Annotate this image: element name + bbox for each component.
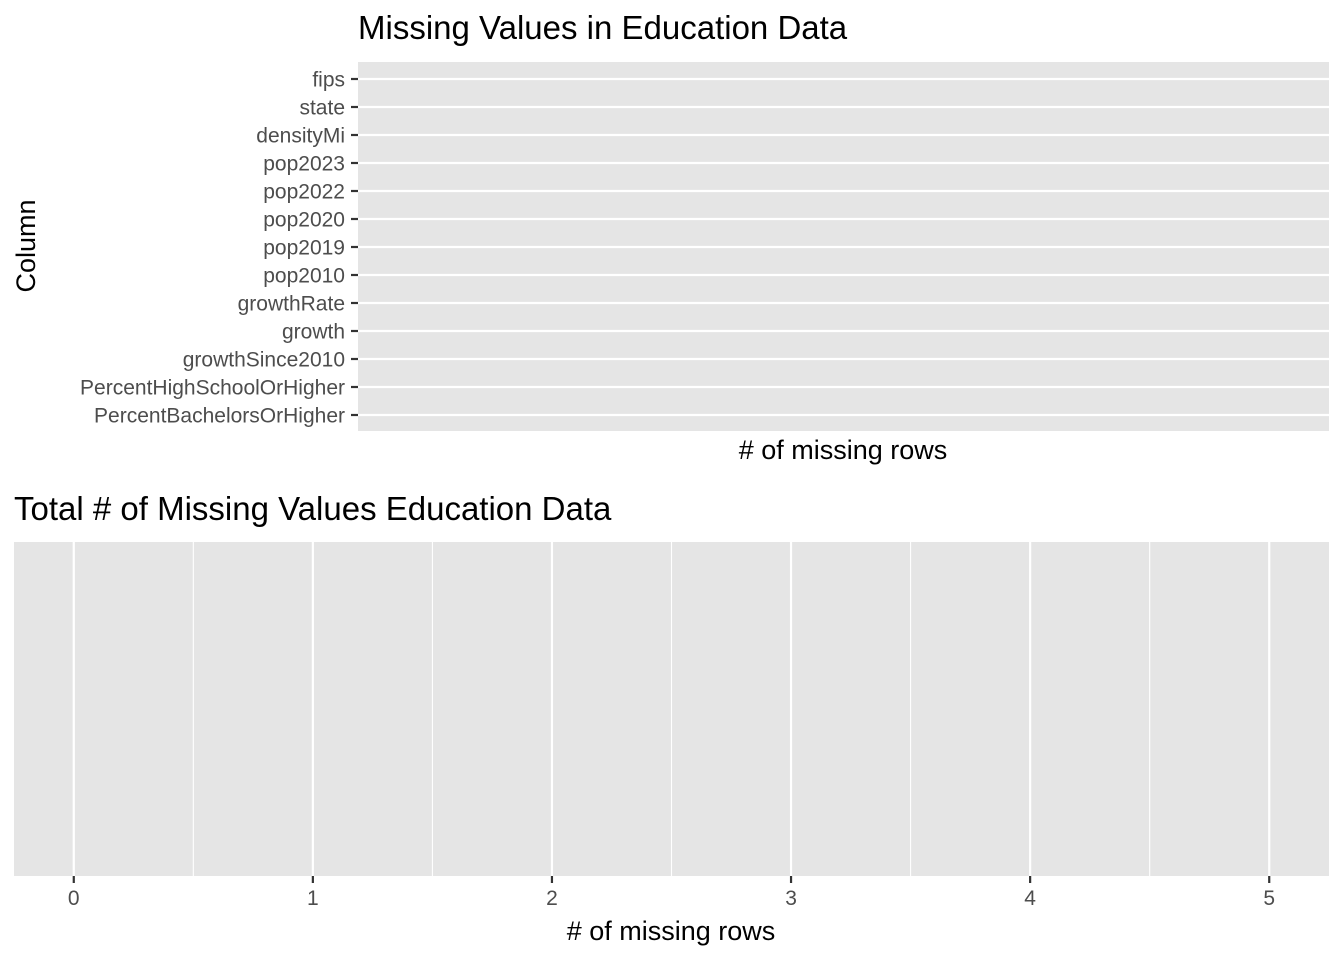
top-y-tick-label-3: pop2023	[263, 153, 345, 176]
bottom-x-tick-label-0: 0	[68, 887, 80, 910]
bottom-x-tick-label-3: 3	[785, 887, 797, 910]
bottom-x-tick-label-4: 4	[1024, 887, 1036, 910]
top-y-tick-label-5: pop2020	[263, 209, 345, 232]
top-y-tick-label-1: state	[299, 97, 345, 120]
top-gridlines	[358, 77, 1329, 417]
top-y-tick-label-12: PercentBachelorsOrHigher	[94, 405, 345, 428]
bottom-x-tick-label-1: 1	[307, 887, 319, 910]
top-x-axis-title: # of missing rows	[739, 435, 948, 465]
bottom-x-tick-label-2: 2	[546, 887, 558, 910]
top-y-tick-label-2: densityMi	[256, 125, 345, 148]
bottom-x-tick-label-5: 5	[1263, 887, 1275, 910]
top-chart-title: Missing Values in Education Data	[358, 9, 848, 46]
bottom-x-ticks	[72, 876, 1271, 883]
top-y-tick-label-0: fips	[312, 69, 345, 92]
top-y-tick-labels: fips state densityMi pop2023 pop2022 pop2020 p…	[80, 69, 345, 428]
top-y-tick-label-8: growthRate	[238, 293, 345, 316]
bottom-x-tick-labels: 0 1 2 3 4 5	[68, 887, 1275, 910]
top-y-axis-title: Column	[11, 199, 41, 292]
top-y-tick-label-11: PercentHighSchoolOrHigher	[80, 377, 345, 400]
top-y-tick-label-7: pop2010	[263, 265, 345, 288]
bottom-x-axis-title: # of missing rows	[567, 916, 776, 946]
top-y-tick-label-10: growthSince2010	[183, 349, 345, 372]
top-y-ticks	[351, 77, 358, 417]
top-y-tick-label-4: pop2022	[263, 181, 345, 204]
top-y-tick-label-6: pop2019	[263, 237, 345, 260]
bottom-gridlines	[72, 542, 1271, 876]
top-y-tick-label-9: growth	[282, 321, 345, 344]
bottom-chart-title: Total # of Missing Values Education Data	[14, 490, 612, 527]
